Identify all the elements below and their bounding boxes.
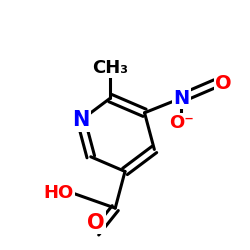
Text: HO: HO bbox=[44, 184, 74, 202]
Text: N: N bbox=[72, 110, 90, 130]
Text: O⁻: O⁻ bbox=[169, 114, 194, 132]
Text: O: O bbox=[87, 212, 104, 233]
Text: N: N bbox=[173, 88, 189, 108]
Text: O: O bbox=[216, 74, 232, 93]
Text: CH₃: CH₃ bbox=[92, 59, 128, 77]
